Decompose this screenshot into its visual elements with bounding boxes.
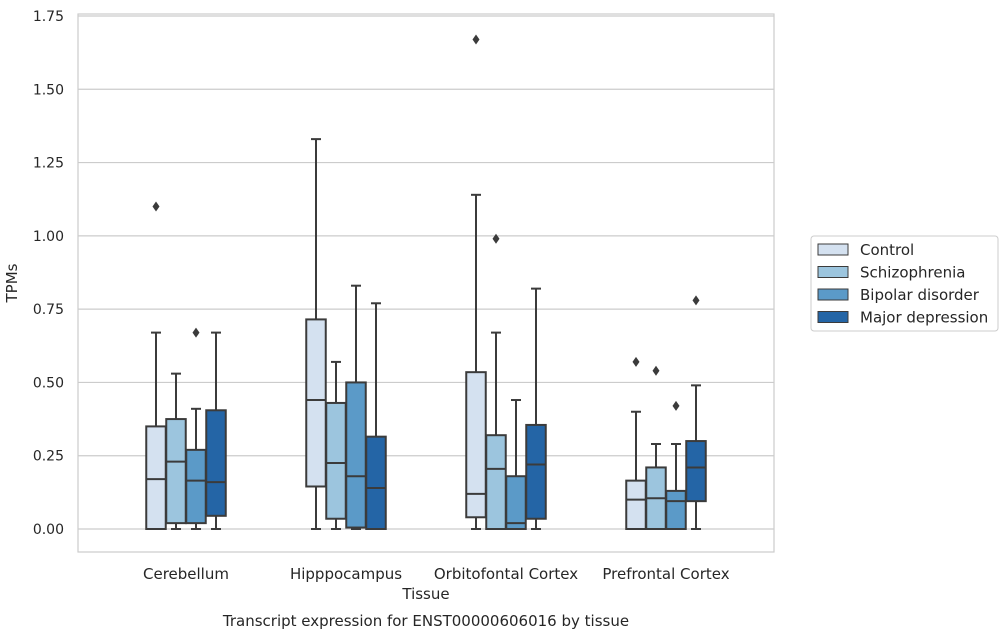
legend-frame [810,235,999,332]
legend-label: Major depression [860,309,988,327]
x-axis-label: Tissue [401,585,449,603]
y-tick-label: 0.00 [33,522,64,538]
legend-label: Schizophrenia [860,264,965,282]
outlier-point [672,400,680,411]
legend-swatch [817,243,849,256]
iqr-box [305,318,327,488]
y-tick-label: 1.25 [33,156,64,172]
y-tick-label: 1.00 [33,229,64,245]
y-tick-label: 0.50 [33,375,64,391]
chart-caption: Transcript expression for ENST0000060601… [222,612,629,630]
box-control [145,201,167,530]
x-tick-label: Cerebellum [143,565,229,583]
outlier-point [692,295,700,306]
box-major-depression [205,331,227,530]
outlier-point [152,201,160,212]
plot-frame [77,13,775,553]
iqr-box [145,425,167,530]
box-major-depression [685,295,707,530]
iqr-box [505,475,527,530]
iqr-box [205,409,227,517]
outlier-point [472,34,480,45]
outlier-point [192,327,200,338]
iqr-box [365,435,387,530]
box-groups [145,34,707,531]
y-tick-label: 0.25 [33,449,64,465]
legend-label: Control [860,241,914,259]
y-tick-label: 1.50 [33,82,64,98]
iqr-box [345,381,367,529]
x-tick-label: Orbitofontal Cortex [434,565,578,583]
y-tick-label: 0.75 [33,302,64,318]
box-bipolar-disorder [185,327,207,530]
box-bipolar-disorder [505,399,527,530]
x-axis-ticks: Cerebellum Hipppocampus Orbitofontal Corte… [143,565,730,583]
y-axis-label: TPMs [3,263,21,303]
y-axis-ticks: 0.00 0.25 0.50 0.75 1.00 1.25 1.50 1.75 [33,9,64,538]
iqr-box [525,423,547,520]
iqr-box [665,489,687,530]
box-schizophrenia [645,365,667,531]
box-bipolar-disorder [665,400,687,530]
legend-swatch [817,266,849,278]
x-tick-label: Prefrontal Cortex [602,565,729,583]
iqr-box [685,440,707,503]
iqr-box [325,401,347,520]
iqr-box [465,371,487,519]
iqr-box [485,434,507,530]
y-tick-label: 1.75 [33,9,64,25]
outlier-point [652,365,660,376]
iqr-box [185,448,207,525]
box-control [305,138,327,530]
legend-swatch [817,311,849,323]
legend-label: Bipolar disorder [860,286,980,304]
box-major-depression [525,287,547,530]
outlier-point [632,356,640,367]
legend-swatch [817,288,849,301]
x-tick-label: Hipppocampus [290,565,402,583]
outlier-point [492,233,500,244]
iqr-box [165,418,187,525]
box-control [465,34,487,530]
iqr-box [625,479,647,531]
legend: Control Schizophrenia Bipolar disorder Majo… [810,235,999,332]
box-major-depression [365,302,387,530]
box-schizophrenia [485,233,507,530]
box-control [625,356,647,531]
